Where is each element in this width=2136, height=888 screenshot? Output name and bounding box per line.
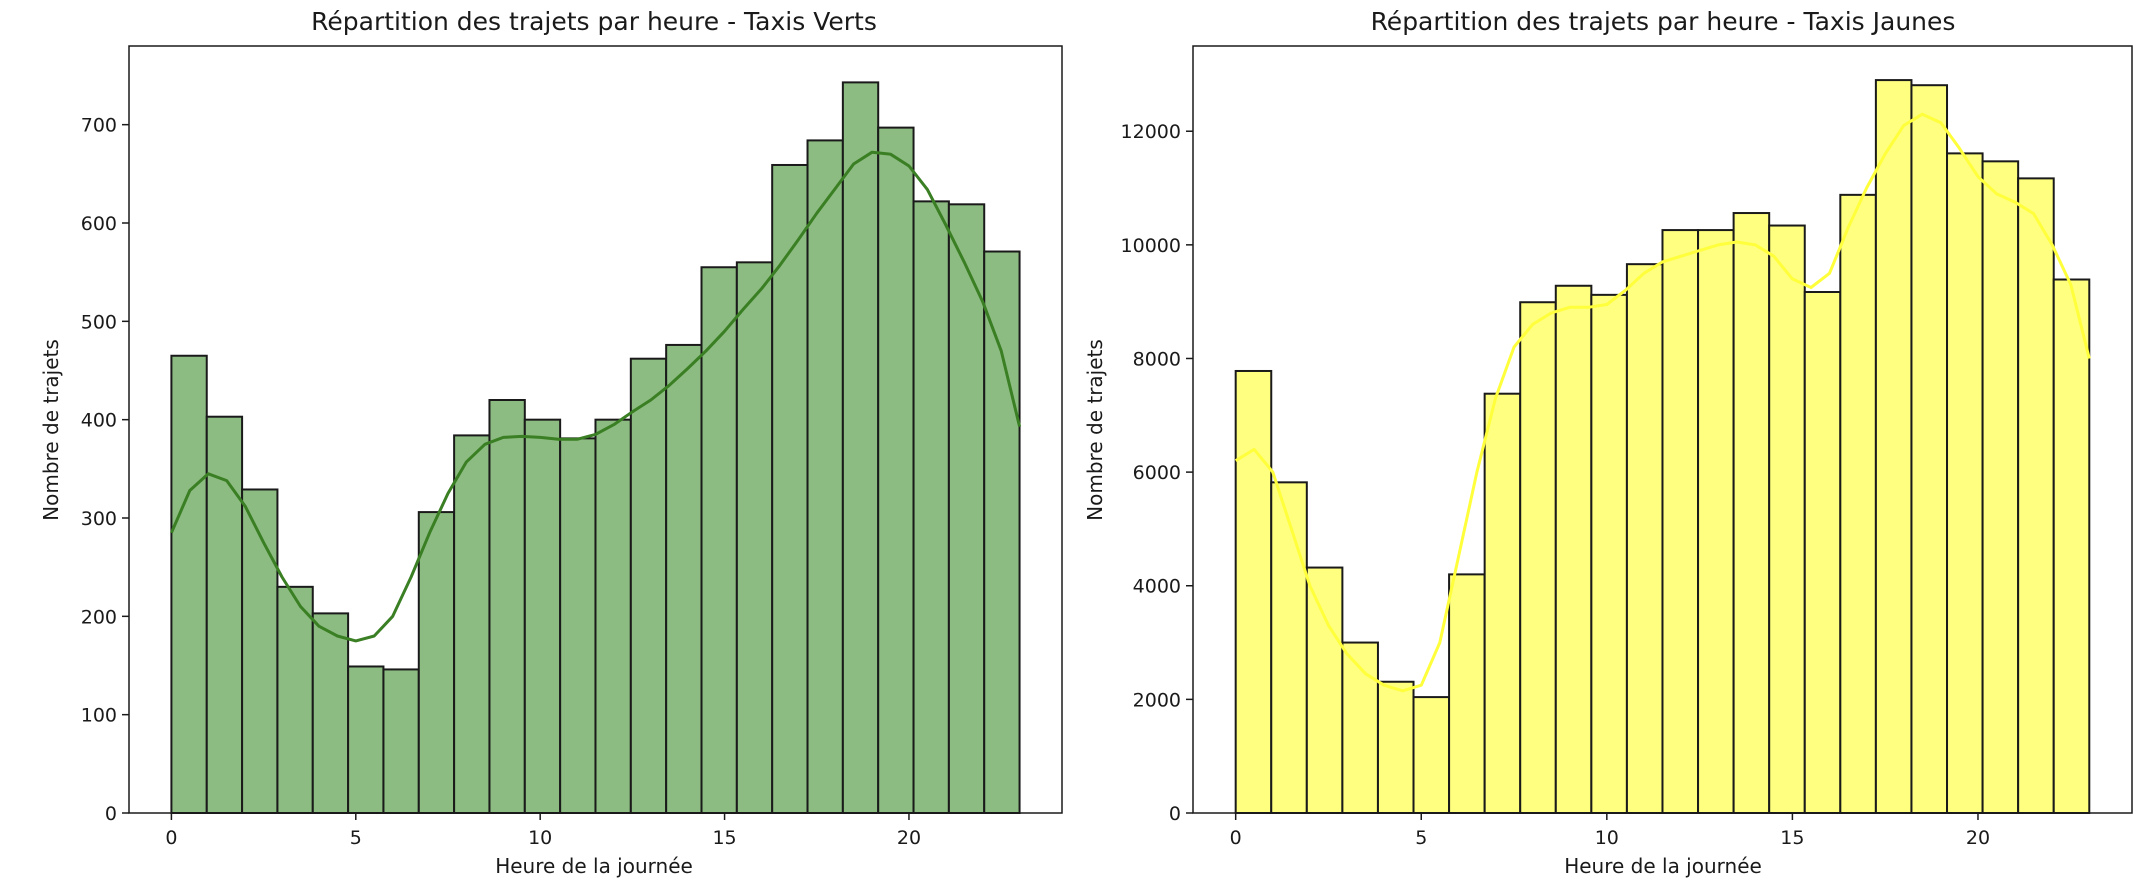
y-tick-label: 12000 — [1121, 121, 1181, 143]
bar-13 — [629, 357, 668, 814]
bar-16 — [1803, 291, 1842, 814]
bar-8 — [453, 434, 491, 814]
x-tick-label: 5 — [1415, 827, 1427, 849]
bar-1 — [1270, 481, 1308, 814]
y-tick-label: 500 — [81, 311, 117, 333]
plot-frame — [128, 45, 1063, 814]
bar-4 — [311, 612, 350, 815]
y-tick-label: 300 — [81, 508, 117, 530]
y-tick-label: 6000 — [1133, 462, 1181, 484]
bar-4 — [1376, 680, 1415, 814]
bar-21 — [912, 200, 950, 815]
bar-15 — [1768, 224, 1806, 815]
y-axis-label: Nombre de trajets — [1083, 339, 1107, 521]
y-tick-label: 600 — [81, 213, 117, 235]
y-tick-label: 0 — [1169, 803, 1181, 825]
x-axis-label: Heure de la journée — [1564, 854, 1762, 878]
bar-3 — [276, 585, 314, 814]
y-tick-label: 400 — [81, 410, 117, 432]
bar-13 — [1697, 229, 1735, 814]
bar-2 — [1305, 566, 1344, 814]
bar-18 — [806, 139, 844, 814]
bar-10 — [1590, 293, 1628, 814]
y-axis-ticks: 0 100 200 300 400 500 600 700 — [81, 115, 129, 825]
y-tick-label: 2000 — [1133, 689, 1181, 711]
bar-10 — [523, 418, 562, 814]
y-tick-label: 700 — [81, 115, 117, 137]
bar-7 — [417, 511, 456, 814]
bar-9 — [1554, 284, 1593, 814]
bar-6 — [382, 668, 420, 815]
bar-12 — [1661, 229, 1700, 814]
y-axis-label: Nombre de trajets — [39, 339, 63, 521]
x-axis-ticks: 0 5 10 15 20 — [165, 813, 921, 849]
bar-2 — [241, 488, 279, 814]
bar-22 — [2017, 177, 2055, 814]
x-tick-label: 15 — [712, 827, 736, 849]
bar-0 — [1234, 369, 1273, 814]
bar-12 — [594, 418, 632, 814]
bar-14 — [665, 343, 703, 814]
x-tick-label: 15 — [1780, 827, 1804, 849]
y-tick-label: 8000 — [1133, 348, 1181, 370]
kde-curve — [170, 150, 1022, 643]
x-tick-label: 20 — [1966, 827, 1990, 849]
y-tick-label: 100 — [81, 705, 117, 727]
bar-3 — [1341, 641, 1379, 814]
bar-23 — [983, 250, 1021, 814]
bar-6 — [1448, 573, 1486, 815]
bar-18 — [1874, 79, 1913, 815]
bar-14 — [1732, 212, 1771, 814]
x-tick-label: 20 — [897, 827, 921, 849]
bar-23 — [2052, 278, 2091, 814]
x-tick-label: 5 — [350, 827, 362, 849]
chart-title: Répartition des trajets par heure - Taxi… — [311, 7, 877, 36]
y-tick-label: 0 — [105, 803, 117, 825]
bar-7 — [1483, 392, 1522, 814]
y-axis-ticks: 0 2000 4000 6000 8000 10000 12000 — [1121, 121, 1193, 825]
chart-taxis-verts: Répartition des trajets par heure - Taxi… — [39, 7, 1063, 878]
chart-title: Répartition des trajets par heure - Taxi… — [1371, 7, 1956, 36]
bar-9 — [488, 399, 526, 814]
y-tick-label: 200 — [81, 606, 117, 628]
plot-frame — [1192, 45, 2133, 814]
kde-curve — [1234, 112, 2091, 693]
x-tick-label: 10 — [528, 827, 552, 849]
bar-0 — [170, 354, 208, 814]
bar-8 — [1519, 301, 1557, 814]
bar-5 — [347, 665, 385, 814]
bar-21 — [1981, 160, 2020, 815]
chart-taxis-jaunes: Répartition des trajets par heure - Taxi… — [1083, 7, 2133, 878]
x-tick-label: 10 — [1595, 827, 1619, 849]
bar-1 — [205, 415, 244, 814]
bar-11 — [1625, 263, 1664, 814]
x-axis-label: Heure de la journée — [495, 854, 693, 878]
histogram-bars — [1234, 79, 2091, 815]
bar-20 — [1946, 152, 1984, 814]
x-axis-ticks: 0 5 10 15 20 — [1230, 813, 1990, 849]
bar-19 — [841, 81, 880, 814]
x-tick-label: 0 — [165, 827, 177, 849]
bar-16 — [735, 261, 774, 815]
histogram-bars — [170, 81, 1021, 815]
kde-line — [170, 150, 1022, 643]
kde-line — [1234, 112, 2091, 693]
bar-17 — [771, 163, 809, 814]
bar-19 — [1910, 84, 1949, 815]
bar-20 — [877, 126, 915, 815]
bar-11 — [559, 437, 597, 814]
y-tick-label: 4000 — [1133, 576, 1181, 598]
y-tick-label: 10000 — [1121, 235, 1181, 257]
bar-5 — [1412, 696, 1451, 814]
x-tick-label: 0 — [1230, 827, 1242, 849]
bar-17 — [1839, 193, 1877, 815]
